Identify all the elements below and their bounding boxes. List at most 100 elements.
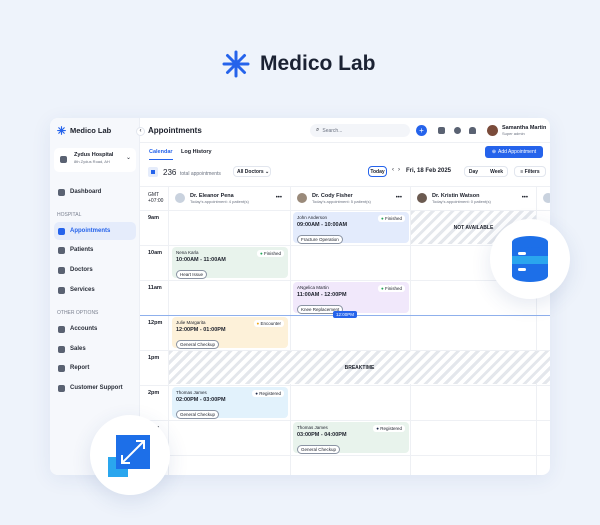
- add-appointment-button[interactable]: ⊕ Add Appointment: [485, 146, 543, 158]
- doctor-filter-select[interactable]: All Doctors ⌄: [233, 166, 271, 177]
- appointment-card[interactable]: ANgelica Martin 11:00AM - 12:00PM Knee R…: [293, 282, 409, 314]
- chevron-down-icon: ⌄: [125, 155, 131, 161]
- avatar: [296, 192, 308, 204]
- bell-icon[interactable]: [469, 127, 476, 134]
- sidebar-item-label: Patients: [70, 247, 94, 253]
- calendar-grid: GMT +07:00 Dr. Eleanor Pena Today's appoin…: [140, 186, 550, 475]
- status-badge: ● Registered: [373, 425, 405, 432]
- pie-chart-icon: [58, 364, 65, 372]
- logo-icon: [57, 126, 66, 135]
- filters-label: Filters: [524, 168, 540, 175]
- sidebar-item-appointments[interactable]: Appointments: [54, 222, 136, 240]
- user-icon: [58, 246, 65, 254]
- appointment-card[interactable]: Thomas James 02:00PM - 03:00PM General C…: [172, 387, 288, 419]
- plus-circle-icon: ⊕: [491, 149, 497, 155]
- appointment-time: 03:00PM - 04:00PM: [297, 432, 347, 438]
- breaktime-block: BREAKTIME: [169, 351, 550, 384]
- patient-name: ANgelica Martin: [297, 285, 329, 290]
- doctor-header: Dr. Cody Fisher Today's appointment: 5 pa…: [290, 186, 410, 210]
- sidebar-item-label: Sales: [70, 346, 86, 352]
- section-label: HOSPITAL: [57, 212, 82, 218]
- status-label: Finished: [384, 216, 402, 221]
- time-label: 12pm: [148, 320, 163, 326]
- week-view-button[interactable]: Week: [490, 168, 504, 175]
- appointment-tag: Fracture Operation: [297, 235, 343, 244]
- services-icon: [58, 286, 65, 294]
- monitor-icon[interactable]: [438, 127, 445, 134]
- status-label: Encounter: [260, 321, 281, 326]
- search-icon: ⌕: [316, 127, 320, 133]
- patient-name: Julie Margarita: [176, 320, 206, 325]
- sidebar-item-doctors[interactable]: Doctors: [54, 261, 136, 279]
- sidebar-item-report[interactable]: Report: [54, 359, 136, 377]
- user-name: Samantha Martin: [502, 125, 547, 131]
- timezone-offset: +07:00: [148, 198, 164, 204]
- appointment-card[interactable]: Nena Karla 10:00AM - 11:00AM Heart Issue…: [172, 247, 288, 279]
- status-dot-icon: ●: [376, 426, 379, 431]
- doctor-sub: Today's appointment: 4 patient(s): [190, 198, 249, 204]
- more-icon[interactable]: •••: [521, 195, 528, 201]
- status-dot-icon: ●: [256, 321, 260, 326]
- id-card-icon: [58, 266, 65, 274]
- total-count: 236: [163, 168, 177, 177]
- time-label: 1pm: [148, 355, 160, 361]
- sidebar-item-dashboard[interactable]: Dashboard: [54, 183, 136, 201]
- sidebar-item-services[interactable]: Services: [54, 281, 136, 299]
- page-title: Appointments: [148, 126, 202, 135]
- time-label: 11am: [148, 285, 162, 291]
- status-dot-icon: ●: [381, 286, 384, 291]
- collapse-sidebar-button[interactable]: ‹: [136, 127, 145, 136]
- plus-button[interactable]: +: [416, 125, 427, 136]
- avatar: [416, 192, 428, 204]
- appointment-card[interactable]: Thomas James 03:00PM - 04:00PM General C…: [293, 422, 409, 454]
- avatar[interactable]: [486, 124, 499, 137]
- next-icon[interactable]: ›: [398, 167, 400, 173]
- time-label: 2pm: [148, 390, 160, 396]
- avatar: [174, 192, 186, 204]
- resize-badge: [90, 415, 170, 495]
- status-label: Finished: [384, 286, 402, 291]
- sidebar-item-label: Accounts: [70, 326, 98, 332]
- status-badge: ● Registered: [252, 390, 284, 397]
- sidebar-item-customer-support[interactable]: Customer Support: [54, 379, 136, 397]
- status-badge: ● Finished: [257, 250, 284, 257]
- sidebar-item-label: Appointments: [70, 228, 111, 234]
- search-input[interactable]: ⌕ Search...: [310, 124, 410, 137]
- status-label: Finished: [263, 251, 281, 256]
- appointment-card[interactable]: Julie Margarita 12:00PM - 01:00PM Genera…: [172, 317, 288, 349]
- status-badge: ● Finished: [378, 285, 405, 292]
- more-icon[interactable]: •••: [275, 195, 282, 201]
- today-button[interactable]: Today: [368, 166, 387, 177]
- calendar-icon: [151, 170, 155, 174]
- brand-name: Medico Lab: [260, 52, 376, 75]
- tab-calendar[interactable]: Calendar: [149, 149, 173, 160]
- sidebar-brand: Medico Lab: [70, 126, 112, 135]
- hospital-address: 8th Zydus Road, AH: [74, 159, 110, 164]
- sidebar-item-accounts[interactable]: Accounts: [54, 320, 136, 338]
- tab-log-history[interactable]: Log History: [181, 149, 212, 155]
- prev-icon[interactable]: ‹: [392, 167, 394, 173]
- sidebar-item-sales[interactable]: Sales: [54, 340, 136, 358]
- app-window: Medico Lab Zydus Hospital 8th Zydus Road…: [50, 118, 550, 475]
- gear-icon[interactable]: [454, 127, 461, 134]
- appointment-card[interactable]: John Anderson 09:00AM - 10:00AM Fracture…: [293, 212, 409, 244]
- status-badge: ● Finished: [378, 215, 405, 222]
- selected-value: All Doctors: [237, 168, 264, 175]
- view-toggle: Day Week: [464, 166, 508, 177]
- database-icon: [512, 236, 548, 282]
- more-icon[interactable]: •••: [395, 195, 402, 201]
- hospital-name: Zydus Hospital: [74, 152, 114, 158]
- main-content: ‹ Appointments ⌕ Search... + Samantha Mar…: [136, 118, 550, 475]
- filters-button[interactable]: ≡ Filters: [514, 166, 546, 177]
- time-label: 10am: [148, 250, 163, 256]
- patient-name: Thomas James: [176, 390, 207, 395]
- status-dot-icon: ●: [255, 391, 258, 396]
- filter-icon: ≡: [520, 168, 524, 175]
- hospital-selector[interactable]: Zydus Hospital 8th Zydus Road, AH ⌄: [54, 148, 136, 172]
- sidebar-item-label: Doctors: [70, 267, 93, 273]
- appointment-tag: Heart Issue: [176, 270, 208, 279]
- sidebar-item-label: Customer Support: [70, 385, 123, 391]
- section-label: OTHER OPTIONS: [57, 310, 99, 316]
- sidebar-item-patients[interactable]: Patients: [54, 241, 136, 259]
- day-view-button[interactable]: Day: [468, 168, 479, 175]
